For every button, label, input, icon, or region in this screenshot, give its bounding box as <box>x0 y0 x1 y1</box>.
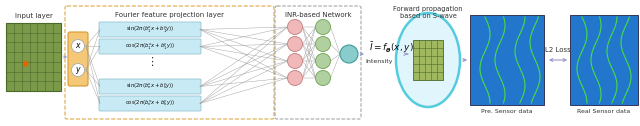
Text: $\cos(2\pi(b_n^x x+b_n^y y))$: $\cos(2\pi(b_n^x x+b_n^y y))$ <box>125 99 175 108</box>
Text: $\sin(2\pi(b_n^x x+b_n^y y))$: $\sin(2\pi(b_n^x x+b_n^y y))$ <box>125 82 174 91</box>
Text: L2 Loss: L2 Loss <box>545 47 571 53</box>
FancyBboxPatch shape <box>99 22 201 37</box>
Text: $\bar{I}=f_{\boldsymbol{\theta}}(x,y)$: $\bar{I}=f_{\boldsymbol{\theta}}(x,y)$ <box>369 41 414 55</box>
Circle shape <box>287 54 303 69</box>
Bar <box>6 23 61 91</box>
Bar <box>570 15 638 105</box>
Text: $\cos(2\pi(b_1^x x+b_1^y y))$: $\cos(2\pi(b_1^x x+b_1^y y))$ <box>125 41 175 52</box>
Circle shape <box>340 45 358 63</box>
Bar <box>413 40 443 80</box>
Text: Input layer: Input layer <box>15 13 52 19</box>
FancyBboxPatch shape <box>99 39 201 54</box>
Circle shape <box>72 64 84 76</box>
Ellipse shape <box>396 13 460 107</box>
Circle shape <box>287 20 303 35</box>
Circle shape <box>316 54 330 69</box>
Circle shape <box>24 62 28 66</box>
Text: Fourier feature projection layer: Fourier feature projection layer <box>115 12 224 18</box>
Text: Pre. Sensor data: Pre. Sensor data <box>481 109 533 114</box>
Circle shape <box>316 20 330 35</box>
Text: INR-based Network: INR-based Network <box>285 12 351 18</box>
FancyBboxPatch shape <box>99 79 201 94</box>
Text: Intensity: Intensity <box>365 59 393 65</box>
Bar <box>470 15 544 105</box>
FancyBboxPatch shape <box>68 32 88 86</box>
Circle shape <box>316 37 330 52</box>
Text: $\sin(2\pi(b_1^x x+b_1^y y))$: $\sin(2\pi(b_1^x x+b_1^y y))$ <box>125 24 174 35</box>
Text: Forward propagation
based on S-wave: Forward propagation based on S-wave <box>393 6 463 20</box>
Text: $y$: $y$ <box>75 65 81 75</box>
Text: Real Sensor data: Real Sensor data <box>577 109 630 114</box>
Circle shape <box>287 37 303 52</box>
Text: $x$: $x$ <box>75 41 81 51</box>
FancyBboxPatch shape <box>99 96 201 111</box>
Circle shape <box>316 71 330 86</box>
Circle shape <box>287 71 303 86</box>
Text: $\vdots$: $\vdots$ <box>146 55 154 69</box>
Circle shape <box>72 39 84 53</box>
